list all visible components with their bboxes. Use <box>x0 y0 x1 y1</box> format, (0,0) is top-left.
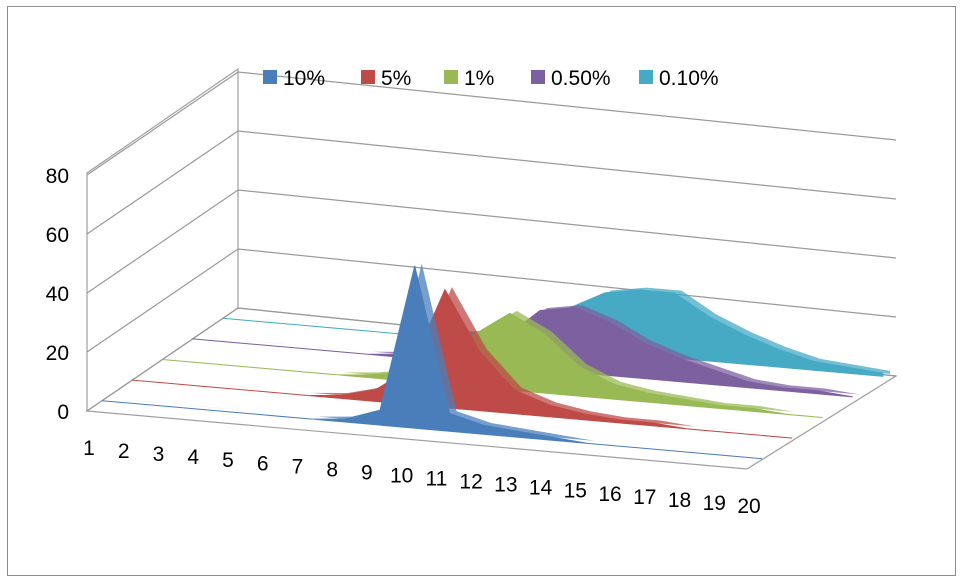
x-tick-label: 7 <box>292 455 304 478</box>
x-tick-label: 20 <box>737 495 760 518</box>
x-tick-label: 3 <box>153 443 165 466</box>
y-tick-label: 40 <box>46 283 69 306</box>
gridline <box>86 130 897 235</box>
legend-swatch <box>263 70 277 84</box>
legend-swatch <box>444 70 458 84</box>
legend: 10% 5% 1% 0.50% 0.10% <box>263 67 719 90</box>
legend-label: 0.50% <box>551 67 611 90</box>
x-tick-label: 6 <box>257 452 269 475</box>
x-axis-ticks: 1 2 3 4 5 6 7 8 9 10 11 12 13 14 15 16 17 18 19 20 <box>83 437 761 518</box>
x-tick-label: 13 <box>494 474 517 497</box>
x-tick-label: 17 <box>633 486 656 509</box>
x-tick-label: 16 <box>598 483 621 506</box>
legend-label: 1% <box>464 67 494 90</box>
legend-item: 0.10% <box>639 67 719 90</box>
legend-item: 10% <box>263 67 325 90</box>
legend-item: 0.50% <box>531 67 611 90</box>
x-tick-label: 4 <box>187 446 199 469</box>
x-tick-label: 10 <box>390 464 413 487</box>
x-tick-label: 2 <box>118 440 130 463</box>
gridline <box>86 71 897 176</box>
x-tick-label: 15 <box>564 480 587 503</box>
legend-item: 1% <box>444 67 494 90</box>
legend-label: 10% <box>283 67 325 90</box>
y-tick-label: 20 <box>46 342 69 365</box>
legend-label: 0.10% <box>659 67 719 90</box>
y-tick-label: 80 <box>46 165 69 188</box>
legend-swatch <box>531 70 545 84</box>
legend-label: 5% <box>381 67 411 90</box>
series-0 <box>102 263 770 460</box>
x-tick-label: 18 <box>668 489 691 512</box>
series-depth-0 <box>109 263 770 457</box>
gridline <box>86 189 897 294</box>
x-tick-label: 11 <box>425 468 447 491</box>
legend-swatch <box>639 70 653 84</box>
y-tick-label: 60 <box>46 224 69 247</box>
x-tick-label: 14 <box>529 477 553 500</box>
series-layer <box>102 263 890 460</box>
y-tick-label: 0 <box>57 401 69 424</box>
y-axis-ticks: 0 20 40 60 80 <box>46 165 69 424</box>
x-tick-label: 9 <box>361 461 373 484</box>
legend-swatch <box>361 70 375 84</box>
series-1 <box>132 287 800 439</box>
chart-frame: 0 20 40 60 80 1 2 3 4 5 6 7 8 9 10 11 12 13 14 15 16 17 18 19 2… <box>7 6 956 576</box>
x-tick-label: 8 <box>326 458 338 481</box>
x-tick-label: 19 <box>703 492 726 515</box>
x-tick-label: 5 <box>222 449 234 472</box>
legend-item: 5% <box>361 67 411 90</box>
x-tick-label: 1 <box>83 437 95 460</box>
x-tick-label: 12 <box>459 471 482 494</box>
